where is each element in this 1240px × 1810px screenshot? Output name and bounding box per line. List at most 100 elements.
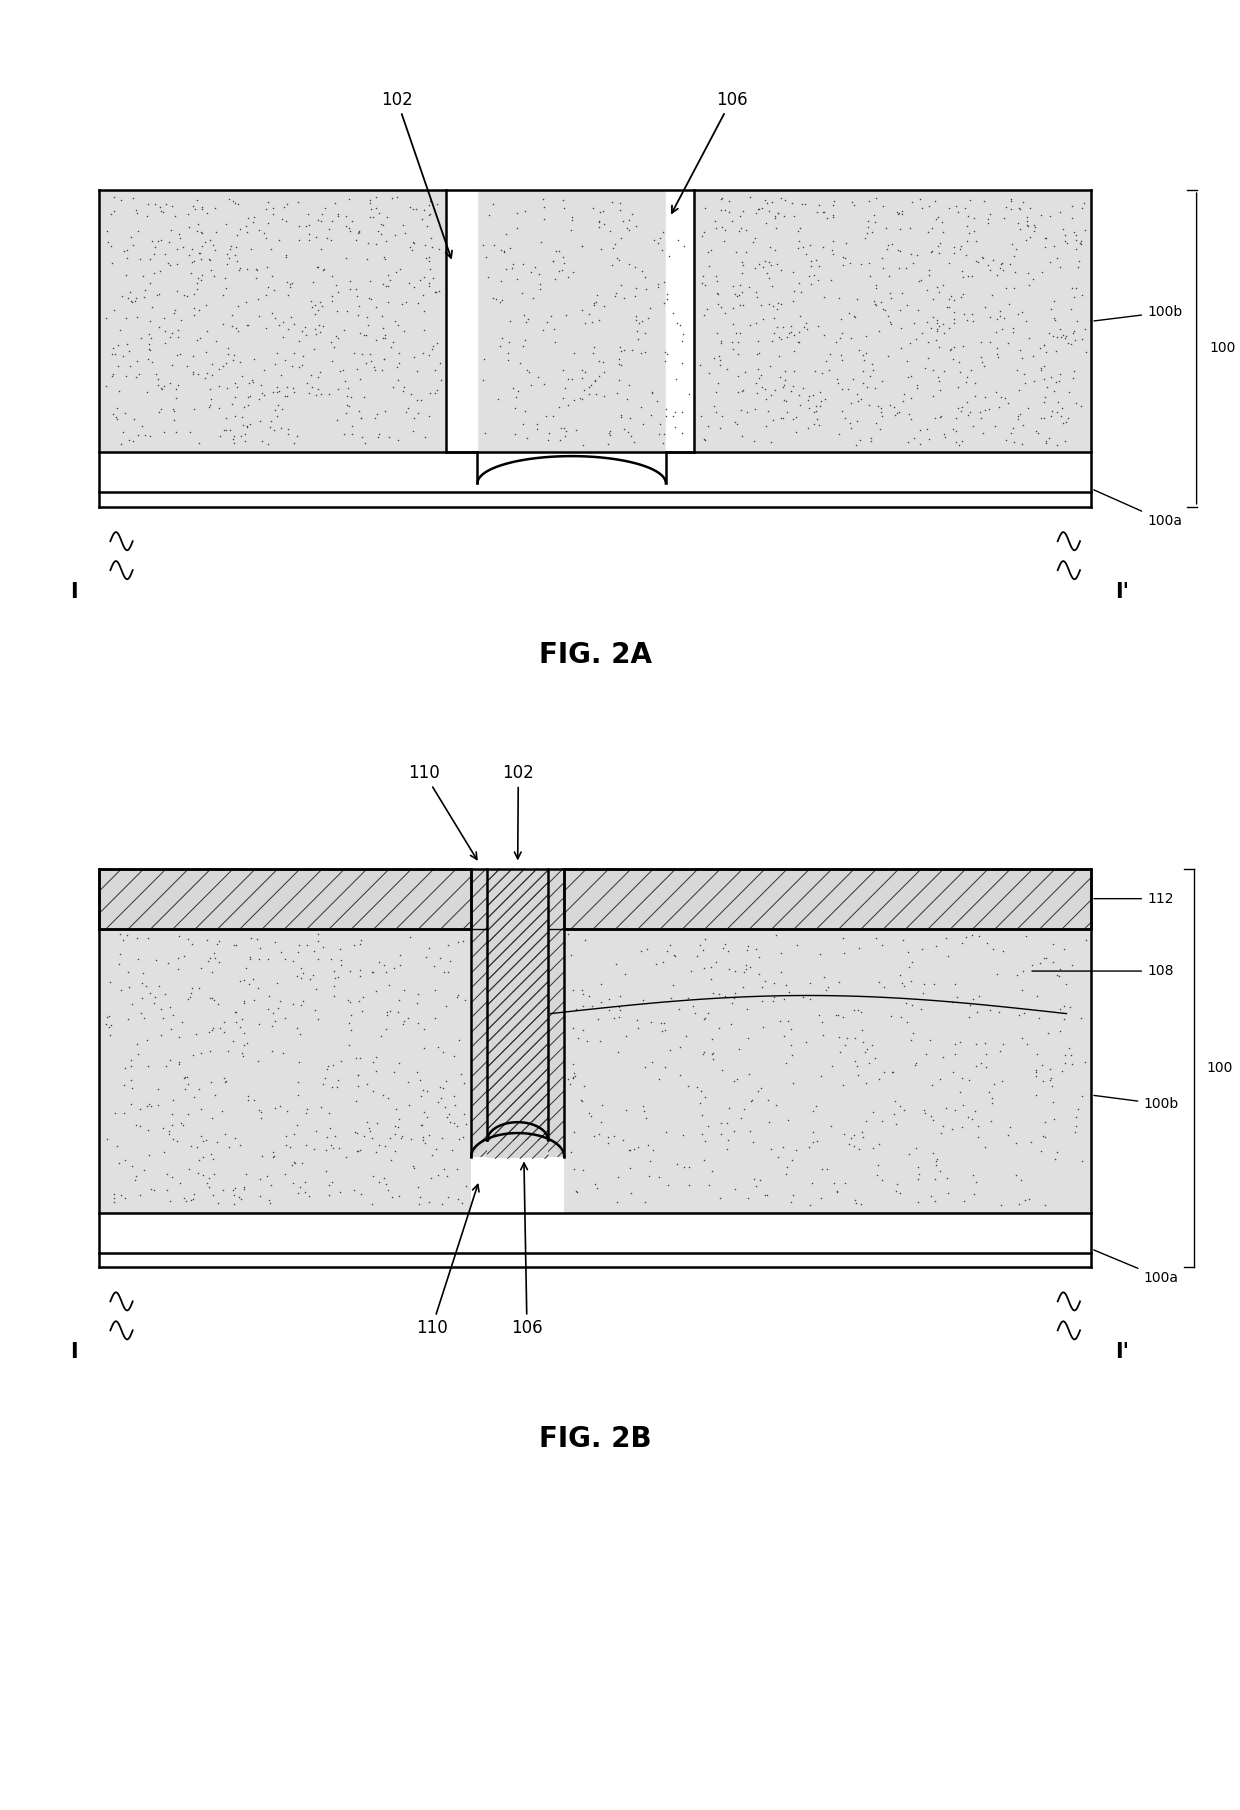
Point: [399, 233, 419, 262]
Point: [849, 1135, 869, 1164]
Point: [197, 1169, 217, 1198]
Point: [960, 219, 980, 248]
Point: [107, 402, 126, 431]
Point: [585, 288, 605, 317]
Point: [1030, 404, 1050, 433]
Point: [1023, 342, 1043, 371]
Point: [957, 306, 977, 335]
Point: [589, 1120, 609, 1149]
Point: [729, 281, 749, 310]
Point: [547, 235, 567, 264]
Point: [258, 945, 278, 974]
Point: [619, 215, 639, 244]
Point: [987, 304, 1007, 333]
Point: [980, 255, 999, 284]
Point: [190, 239, 210, 268]
Point: [763, 272, 782, 300]
Point: [694, 1082, 714, 1111]
Polygon shape: [564, 929, 1091, 1213]
Point: [160, 992, 180, 1021]
Point: [590, 197, 610, 226]
Point: [562, 215, 582, 244]
Point: [546, 264, 565, 293]
Point: [217, 210, 237, 239]
Point: [558, 391, 578, 420]
Point: [277, 243, 296, 272]
Point: [476, 243, 496, 272]
Point: [849, 934, 869, 963]
Point: [588, 1175, 608, 1204]
Point: [1047, 337, 1066, 366]
Point: [892, 335, 911, 364]
Point: [951, 425, 971, 454]
Point: [889, 253, 909, 282]
Point: [366, 1043, 386, 1072]
Point: [217, 404, 237, 433]
Point: [427, 1135, 446, 1164]
Point: [139, 320, 159, 349]
Point: [371, 1021, 391, 1050]
Point: [368, 1131, 388, 1160]
Point: [782, 371, 802, 400]
Point: [756, 411, 776, 440]
Point: [835, 404, 854, 433]
Point: [502, 375, 522, 404]
Point: [373, 1081, 393, 1110]
Point: [1018, 259, 1038, 288]
Point: [652, 429, 672, 458]
Point: [160, 1187, 180, 1216]
Point: [128, 217, 148, 246]
Point: [130, 244, 150, 273]
Point: [962, 300, 982, 329]
Point: [229, 967, 249, 996]
Point: [978, 205, 998, 233]
Point: [753, 304, 773, 333]
Point: [589, 306, 609, 335]
Point: [135, 420, 155, 449]
Point: [200, 244, 219, 273]
Point: [238, 1081, 258, 1110]
Point: [444, 1110, 464, 1138]
Point: [104, 195, 124, 224]
Point: [575, 308, 595, 337]
Point: [594, 210, 614, 239]
Point: [322, 261, 342, 290]
Point: [164, 299, 184, 328]
Point: [639, 1162, 658, 1191]
Point: [371, 210, 391, 239]
Point: [1027, 1041, 1047, 1070]
Point: [336, 398, 356, 427]
Point: [828, 420, 848, 449]
Point: [655, 346, 675, 375]
Point: [455, 985, 475, 1014]
Point: [164, 405, 184, 434]
Point: [267, 378, 286, 407]
Point: [379, 1124, 399, 1153]
Point: [244, 344, 264, 373]
Point: [436, 1066, 456, 1095]
Point: [905, 1052, 925, 1081]
Point: [197, 199, 217, 228]
Point: [177, 282, 197, 311]
Point: [234, 1017, 254, 1046]
Point: [325, 1122, 345, 1151]
Point: [296, 367, 316, 396]
Point: [945, 1095, 965, 1124]
Point: [635, 1053, 655, 1082]
Point: [140, 306, 160, 335]
Point: [1055, 221, 1075, 250]
Point: [207, 930, 227, 959]
Point: [350, 961, 370, 990]
Text: I: I: [71, 1341, 78, 1363]
Point: [133, 968, 153, 997]
Point: [657, 938, 677, 967]
Point: [787, 930, 807, 959]
Point: [1047, 398, 1066, 427]
Point: [172, 1008, 192, 1037]
Point: [883, 1059, 903, 1088]
Point: [827, 364, 847, 393]
Point: [100, 968, 120, 997]
Point: [650, 1162, 670, 1191]
Point: [909, 1187, 929, 1216]
Point: [680, 1153, 699, 1182]
